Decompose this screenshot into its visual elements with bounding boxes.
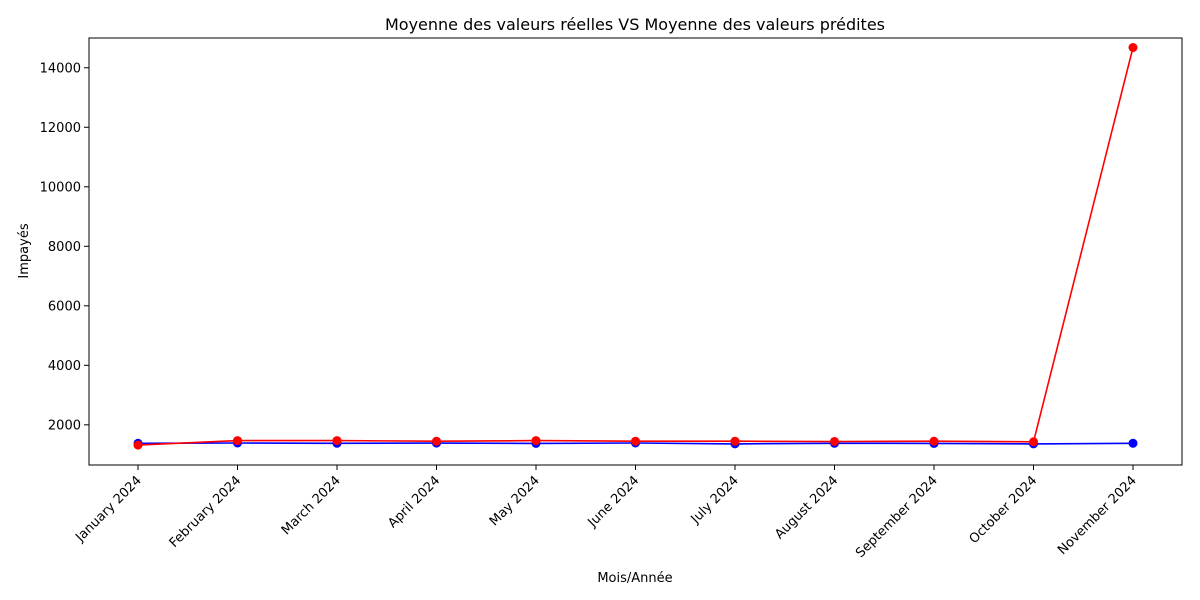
series-2-point (332, 436, 342, 446)
y-tick-label: 2000 (48, 418, 81, 433)
y-tick-label: 14000 (40, 61, 81, 76)
series-2-point (929, 436, 939, 446)
series-line-2 (137, 47, 1134, 446)
y-tick-label: 8000 (48, 240, 81, 255)
y-tick-label: 12000 (40, 121, 81, 136)
series-2-point (631, 436, 640, 446)
x-tick-label: October 2024 (967, 473, 1041, 547)
series-2-point (233, 436, 242, 446)
plot-area: 2000 4000 6000 8000 10000 12000 14000 January 2… (40, 37, 1183, 561)
series-2-point (432, 436, 441, 446)
series-2-point (133, 440, 143, 450)
x-tick-label: May 2024 (487, 473, 543, 529)
y-axis-label: Impayés (17, 223, 32, 278)
x-axis-label: Mois/Année (597, 571, 672, 586)
series-1-point (1128, 438, 1138, 448)
chart-title: Moyenne des valeurs réelles VS Moyenne d… (385, 15, 885, 34)
series-2-point (531, 436, 541, 446)
x-tick-label: February 2024 (167, 473, 245, 551)
x-tick-label: June 2024 (585, 473, 643, 531)
y-tick-label: 6000 (48, 299, 81, 314)
y-tick-label: 10000 (40, 180, 81, 195)
series-2-point (1128, 43, 1138, 53)
x-tick-label: September 2024 (853, 473, 941, 561)
x-tick-label: November 2024 (1055, 473, 1140, 558)
x-tick-label: April 2024 (385, 473, 443, 531)
series-2-point (730, 436, 740, 446)
series-2-point (830, 436, 839, 446)
x-tick-label: March 2024 (279, 473, 344, 538)
x-tick-label: January 2024 (72, 473, 144, 545)
y-tick-label: 4000 (48, 359, 81, 374)
series-2-point (1029, 437, 1038, 447)
x-tick-label: July 2024 (688, 473, 742, 527)
x-tick-label: August 2024 (772, 473, 841, 542)
axes-frame (88, 37, 1183, 466)
